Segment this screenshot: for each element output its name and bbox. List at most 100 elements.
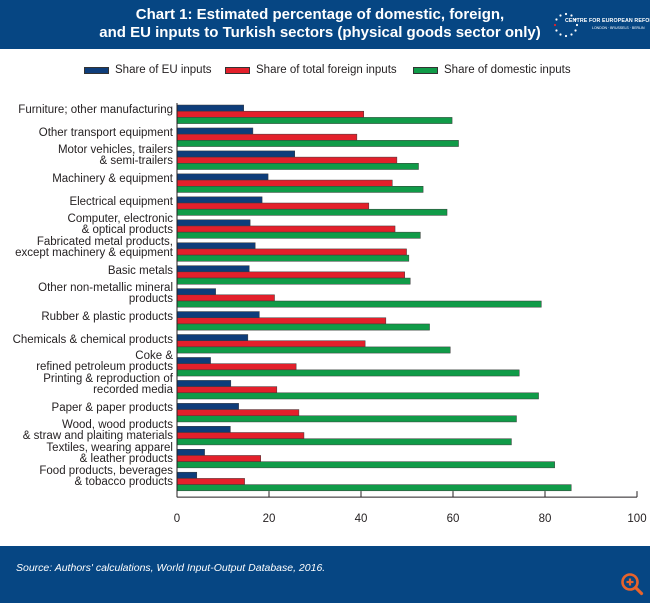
legend-item-domestic: Share of domestic inputs bbox=[413, 63, 571, 77]
legend-swatch-eu bbox=[84, 66, 109, 74]
category-label-line: & leather products bbox=[79, 453, 173, 466]
bar-foreign bbox=[176, 294, 275, 302]
bar-foreign bbox=[176, 202, 370, 210]
bar-eu bbox=[176, 288, 216, 296]
bar-domestic bbox=[176, 346, 451, 354]
bar-eu bbox=[176, 173, 269, 181]
bar-eu bbox=[176, 127, 254, 135]
category-label: Electrical equipment bbox=[69, 195, 173, 208]
category-label-line: except machinery & equipment bbox=[15, 246, 173, 259]
logo-star bbox=[574, 29, 577, 32]
category-label: Basic metals bbox=[107, 264, 173, 277]
chart-legend: Share of EU inputs Share of total foreig… bbox=[0, 63, 650, 77]
bar-domestic bbox=[176, 369, 520, 377]
bar-eu bbox=[176, 196, 263, 204]
logo-star bbox=[564, 34, 568, 38]
bar-chart: 0 20 40 60 80 100 bbox=[174, 103, 647, 525]
category-label-line: products bbox=[128, 292, 173, 305]
x-tick-label: 0 bbox=[174, 513, 180, 525]
category-label: Furniture; other manufacturing bbox=[18, 104, 173, 116]
logo-star bbox=[564, 12, 568, 16]
bar-foreign bbox=[176, 271, 405, 279]
legend-label-eu: Share of EU inputs bbox=[115, 64, 212, 76]
bar-eu bbox=[176, 380, 232, 387]
legend-item-foreign: Share of total foreign inputs bbox=[225, 63, 397, 77]
category-label-line: Chemicals & chemical products bbox=[12, 333, 173, 346]
category-label-line: Other transport equipment bbox=[38, 126, 173, 139]
logo-name: CENTRE FOR EUROPEAN REFORM bbox=[565, 18, 650, 24]
bar-foreign bbox=[176, 340, 366, 348]
bar-domestic bbox=[176, 323, 430, 331]
bar-foreign bbox=[176, 225, 396, 233]
category-label-line: Wood, wood products bbox=[61, 419, 173, 432]
bar-foreign bbox=[176, 363, 297, 371]
x-tick-label: 20 bbox=[263, 513, 276, 525]
eu-stars-icon bbox=[553, 12, 579, 38]
category-label: Rubber & plastic products bbox=[41, 311, 173, 323]
category-label: Other non-metallic mineral products bbox=[38, 282, 173, 305]
logo-star bbox=[574, 18, 577, 21]
category-label-line: Coke & bbox=[135, 350, 173, 363]
zoom-handle bbox=[633, 585, 644, 596]
legend-swatch-foreign bbox=[225, 66, 250, 74]
category-label-line: Paper & paper products bbox=[51, 402, 173, 415]
y-axis-labels: Furniture; other manufacturing Other tran… bbox=[12, 104, 173, 489]
bar-foreign bbox=[176, 156, 398, 164]
bar-domestic bbox=[176, 484, 572, 492]
category-label: Fabricated metal products, except machine… bbox=[15, 236, 173, 259]
category-label-line: Electrical equipment bbox=[69, 195, 173, 208]
bar-foreign bbox=[176, 409, 300, 416]
bar-domestic bbox=[176, 163, 419, 170]
category-label-line: Machinery & equipment bbox=[52, 172, 173, 185]
bar-domestic bbox=[176, 392, 539, 400]
bar-eu bbox=[176, 426, 231, 433]
bar-domestic bbox=[176, 186, 424, 193]
bar-foreign bbox=[176, 179, 393, 187]
bar-eu bbox=[176, 403, 239, 410]
category-label: Wood, wood products & straw and plaiting … bbox=[23, 419, 173, 443]
legend-label-domestic: Share of domestic inputs bbox=[444, 64, 571, 76]
category-label: Motor vehicles, trailers & semi-trailers bbox=[57, 143, 173, 167]
category-label: Computer, electronic & optical products bbox=[68, 213, 173, 236]
category-label-line: & optical products bbox=[81, 223, 173, 236]
category-label-line: refined petroleum products bbox=[36, 361, 173, 374]
bar-eu bbox=[176, 219, 251, 227]
bar-eu bbox=[176, 265, 250, 273]
bar-foreign bbox=[176, 248, 407, 256]
bar-eu bbox=[176, 449, 205, 456]
logo-star bbox=[570, 14, 573, 17]
logo-star bbox=[555, 18, 558, 21]
category-label: Coke & refined petroleum products bbox=[36, 350, 173, 374]
chart-footer: Source: Authors' calculations, World Inp… bbox=[0, 546, 650, 603]
bar-domestic bbox=[176, 140, 459, 147]
category-label: Machinery & equipment bbox=[52, 172, 173, 185]
category-label-line: & semi-trailers bbox=[99, 154, 173, 167]
legend-item-eu: Share of EU inputs bbox=[84, 63, 212, 77]
bar-eu bbox=[176, 104, 244, 112]
logo-star bbox=[553, 23, 557, 27]
category-label-line: Food products, beverages bbox=[39, 465, 173, 478]
x-tick-label: 40 bbox=[355, 513, 368, 525]
bar-domestic bbox=[176, 117, 453, 124]
logo-star bbox=[555, 29, 558, 32]
chart-title-line-2: and EU inputs to Turkish sectors (physic… bbox=[99, 24, 541, 41]
chart-header: Chart 1: Estimated percentage of domesti… bbox=[0, 0, 650, 49]
bar-domestic bbox=[176, 300, 542, 308]
bar-foreign bbox=[176, 478, 245, 485]
category-label-line: Printing & reproduction of bbox=[43, 373, 173, 386]
category-label: Paper & paper products bbox=[51, 402, 173, 415]
bar-domestic bbox=[176, 231, 421, 239]
x-tick-label: 60 bbox=[447, 513, 460, 525]
category-label-line: Textiles, wearing apparel bbox=[46, 442, 173, 455]
bar-foreign bbox=[176, 432, 305, 439]
legend-label-foreign: Share of total foreign inputs bbox=[256, 64, 397, 76]
bar-domestic bbox=[176, 254, 410, 262]
bar-foreign bbox=[176, 133, 358, 141]
zoom-in-icon[interactable] bbox=[620, 572, 644, 596]
chart-title: Chart 1: Estimated percentage of domesti… bbox=[60, 6, 580, 42]
category-label-line: & tobacco products bbox=[74, 476, 173, 489]
category-label-line: Motor vehicles, trailers bbox=[57, 143, 173, 156]
chart-title-line-1: Chart 1: Estimated percentage of domesti… bbox=[135, 6, 505, 23]
category-label: Chemicals & chemical products bbox=[12, 333, 173, 346]
category-label-line: Basic metals bbox=[107, 264, 173, 277]
